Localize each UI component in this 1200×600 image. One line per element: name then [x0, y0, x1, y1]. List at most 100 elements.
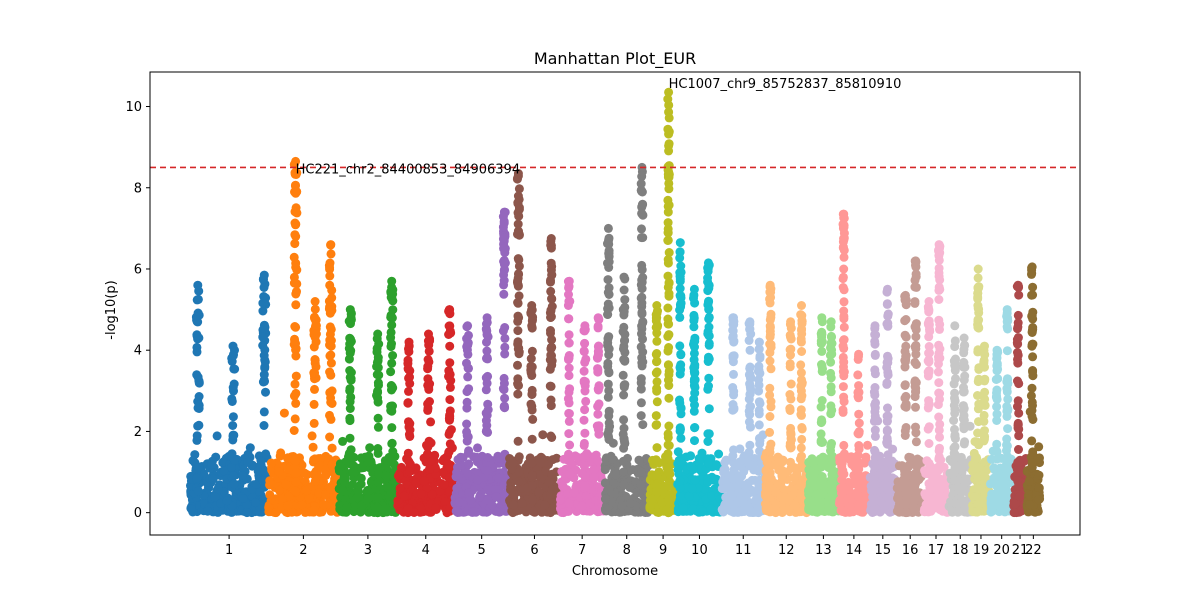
snp-point [472, 468, 482, 478]
snp-point [340, 473, 350, 483]
snp-point [690, 342, 699, 352]
snp-point [387, 313, 397, 323]
snp-point [923, 403, 933, 413]
snp-point [258, 475, 268, 485]
snp-point [652, 487, 662, 497]
peak-point-chr11 [754, 337, 764, 347]
snp-point [446, 328, 456, 338]
snp-point [227, 397, 237, 406]
chromosome-2-points [264, 156, 343, 518]
snp-point [593, 455, 602, 465]
snp-point [949, 448, 959, 458]
snp-point [405, 425, 415, 435]
peak-point-chr12 [797, 301, 806, 310]
snp-point [934, 474, 944, 483]
snp-point [797, 410, 806, 420]
snp-point [424, 346, 434, 356]
snp-point [911, 402, 920, 412]
snp-point [704, 381, 713, 391]
snp-point [883, 493, 893, 503]
snp-point [546, 326, 555, 335]
snp-point [827, 488, 837, 498]
snp-point [604, 411, 614, 421]
snp-point [935, 443, 944, 453]
snp-point [603, 379, 613, 389]
snp-point [620, 380, 630, 390]
snp-point [260, 467, 270, 477]
snp-point [816, 402, 826, 412]
snp-point [388, 305, 398, 315]
snp-point [325, 367, 335, 377]
snp-point [973, 322, 983, 332]
snp-point [336, 462, 346, 471]
snp-point [636, 378, 646, 388]
snp-point [664, 441, 674, 450]
snp-point [207, 460, 217, 470]
snp-point [357, 463, 367, 473]
snp-point [883, 403, 892, 413]
snp-point [636, 185, 646, 195]
snp-point [911, 344, 921, 354]
snp-point [745, 460, 755, 470]
snp-point [238, 494, 248, 503]
snp-point [827, 476, 837, 486]
snp-point [265, 490, 275, 500]
snp-point [514, 291, 524, 301]
snp-point [619, 467, 628, 477]
snp-point [838, 242, 848, 252]
snp-point [697, 507, 707, 517]
snp-point [404, 457, 414, 467]
snp-point [411, 478, 421, 488]
snp-point [676, 349, 686, 359]
snp-point [618, 456, 628, 466]
snp-point [499, 401, 509, 411]
snp-point [405, 379, 415, 389]
snp-point [409, 508, 419, 517]
snp-point [425, 336, 435, 346]
snp-point [499, 276, 509, 285]
snp-point [547, 433, 557, 442]
snp-point [387, 406, 397, 416]
snp-point [786, 443, 796, 452]
snp-point [559, 508, 569, 518]
snp-point [514, 347, 524, 357]
snp-point [565, 440, 575, 450]
snp-point [797, 347, 807, 356]
snp-point [826, 501, 836, 510]
snp-point [580, 405, 590, 415]
snp-point [765, 356, 775, 366]
snp-point [637, 292, 647, 302]
snp-point [900, 402, 910, 411]
snp-point [763, 506, 773, 516]
snp-point [423, 442, 433, 452]
snp-point [664, 146, 674, 156]
peak-point-chr10 [675, 238, 685, 248]
snp-point [261, 387, 270, 397]
snp-point [870, 462, 880, 472]
snp-point [925, 479, 935, 489]
snp-point [901, 478, 911, 488]
peak-point-chr7 [564, 276, 574, 286]
snp-point [924, 439, 934, 448]
snp-point [498, 384, 508, 394]
peak-point-chr11 [745, 317, 755, 327]
snp-point [714, 449, 724, 459]
snp-point [839, 297, 849, 307]
snp-point [513, 298, 523, 308]
snp-point [243, 457, 253, 467]
snp-point [227, 462, 236, 472]
snp-point [689, 293, 698, 303]
peak-point-chr16 [911, 256, 921, 266]
snp-point [869, 504, 879, 514]
snp-point [786, 344, 796, 354]
snp-point [259, 292, 269, 301]
peak-point-chr9 [652, 301, 662, 310]
snp-point [395, 483, 405, 493]
snp-point [728, 405, 738, 415]
snp-point [592, 421, 602, 431]
snp-point [704, 404, 714, 414]
snp-point [387, 382, 397, 391]
snp-point [300, 507, 310, 517]
snp-point [883, 485, 893, 495]
snp-point [838, 407, 848, 417]
